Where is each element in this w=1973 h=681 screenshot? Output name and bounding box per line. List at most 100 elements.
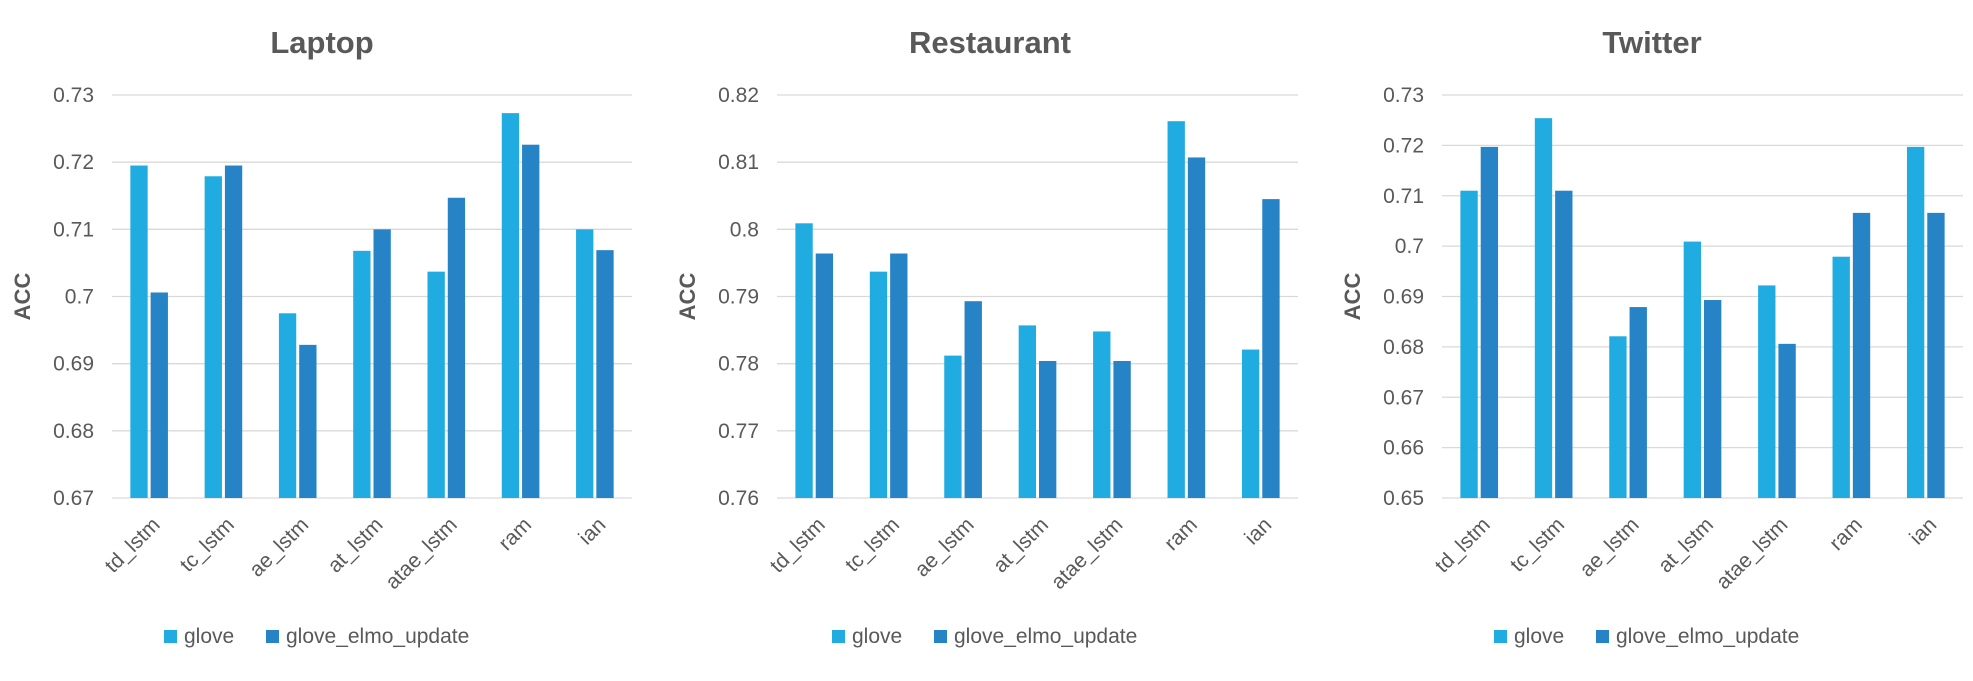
bar-glove-ae_lstm: [944, 355, 962, 498]
y-tick-label: 0.69: [53, 353, 94, 376]
y-axis-label: ACC: [10, 273, 35, 321]
y-tick-label: 0.79: [718, 286, 759, 309]
x-tick-label: at_lstm: [1654, 513, 1718, 577]
y-tick-label: 0.76: [718, 487, 759, 510]
x-tick-label: ian: [1905, 513, 1941, 549]
bar-glove-atae_lstm: [427, 271, 445, 498]
x-tick-label: ram: [494, 513, 536, 555]
bar-glove-atae_lstm: [1758, 285, 1776, 498]
bar-glove-ram: [1167, 121, 1185, 498]
x-tick-label: atae_lstm: [381, 513, 462, 594]
y-tick-label: 0.72: [53, 151, 94, 174]
bar-glove-atae_lstm: [1093, 331, 1111, 498]
x-tick-label: at_lstm: [323, 513, 387, 577]
y-tick-label: 0.81: [718, 151, 759, 174]
y-tick-label: 0.82: [718, 84, 759, 107]
y-tick-label: 0.65: [1383, 487, 1424, 510]
x-tick-label: ram: [1825, 513, 1867, 555]
bar-glove-ram: [501, 113, 520, 498]
y-axis-label: ACC: [1340, 273, 1365, 321]
chart-title: Restaurant: [909, 25, 1071, 60]
chart-panel-laptop: Laptop ACC 0.67 0.68 0.69 0.7 0.71 0.72 0.73 td_l…: [10, 25, 632, 648]
legend-swatch-glove_elmo_update: [934, 630, 947, 643]
legend-label: glove_elmo_update: [954, 625, 1137, 648]
bar-glove_elmo_update-ram: [522, 144, 540, 498]
bar-glove_elmo_update-ae_lstm: [964, 301, 982, 498]
legend-swatch-glove: [832, 630, 845, 643]
legend-label: glove: [852, 625, 902, 648]
legend-swatch-glove_elmo_update: [1596, 630, 1609, 643]
x-tick-label: ae_lstm: [1575, 513, 1643, 581]
legend-label: glove_elmo_update: [286, 625, 469, 648]
bar-glove-at_lstm: [353, 250, 371, 498]
legend-swatch-glove_elmo_update: [266, 630, 279, 643]
chart-title: Twitter: [1602, 25, 1701, 60]
legend: glove glove_elmo_update: [1494, 625, 1799, 648]
x-tick-label: td_lstm: [1431, 513, 1495, 577]
bar-glove-ian: [1906, 146, 1925, 499]
bar-glove_elmo_update-at_lstm: [373, 229, 391, 499]
y-tick-label: 0.68: [53, 420, 94, 443]
chart-panel-restaurant: Restaurant ACC 0.76 0.77 0.78 0.79 0.8 0.81 0.82…: [675, 25, 1298, 648]
bar-glove-ian: [576, 229, 594, 499]
bar-glove-tc_lstm: [869, 271, 888, 498]
x-tick-label: tc_lstm: [176, 513, 239, 576]
bar-glove-at_lstm: [1683, 241, 1702, 498]
bar-glove_elmo_update-ian: [1262, 199, 1280, 498]
y-tick-label: 0.7: [1395, 235, 1424, 258]
bar-glove-ae_lstm: [278, 313, 297, 498]
chart-title: Laptop: [270, 25, 373, 60]
y-tick-label: 0.67: [1383, 386, 1424, 409]
legend-label: glove_elmo_update: [1616, 625, 1799, 648]
bar-glove-ae_lstm: [1609, 336, 1627, 498]
x-tick-label: at_lstm: [989, 513, 1053, 577]
y-tick-label: 0.71: [1383, 185, 1424, 208]
bar-glove_elmo_update-td_lstm: [150, 292, 168, 498]
legend: glove glove_elmo_update: [832, 625, 1137, 648]
bar-glove_elmo_update-td_lstm: [815, 253, 834, 498]
y-tick-label: 0.73: [1383, 84, 1424, 107]
x-tick-label: td_lstm: [101, 513, 165, 577]
bar-glove_elmo_update-at_lstm: [1038, 360, 1057, 498]
y-tick-label: 0.69: [1383, 286, 1424, 309]
x-tick-label: ae_lstm: [245, 513, 313, 581]
legend-swatch-glove: [1494, 630, 1507, 643]
bar-glove-tc_lstm: [1534, 118, 1553, 499]
y-tick-label: 0.77: [718, 420, 759, 443]
y-tick-label: 0.8: [730, 218, 759, 241]
bar-glove_elmo_update-ae_lstm: [299, 344, 317, 498]
bar-glove-td_lstm: [130, 165, 148, 498]
bar-glove_elmo_update-atae_lstm: [1113, 360, 1131, 498]
chart-panel-twitter: Twitter ACC 0.65 0.66 0.67 0.68 0.69 0.7 0.71 0.7…: [1340, 25, 1963, 648]
x-tick-label: tc_lstm: [841, 513, 904, 576]
legend: glove glove_elmo_update: [164, 625, 469, 648]
bar-glove_elmo_update-ram: [1187, 157, 1206, 498]
bar-glove_elmo_update-tc_lstm: [1555, 190, 1573, 498]
bar-glove_elmo_update-tc_lstm: [224, 165, 243, 498]
y-tick-label: 0.68: [1383, 336, 1424, 359]
bar-glove_elmo_update-at_lstm: [1703, 300, 1722, 498]
y-tick-label: 0.78: [718, 353, 759, 376]
x-tick-label: ian: [574, 513, 610, 549]
bar-glove_elmo_update-tc_lstm: [890, 253, 908, 498]
x-tick-label: td_lstm: [766, 513, 830, 577]
bar-glove_elmo_update-ian: [596, 250, 614, 498]
bar-glove-ram: [1832, 256, 1850, 498]
y-tick-label: 0.67: [53, 487, 94, 510]
y-tick-label: 0.71: [53, 218, 94, 241]
y-tick-label: 0.72: [1383, 134, 1424, 157]
bar-glove_elmo_update-td_lstm: [1480, 146, 1499, 499]
x-tick-label: ae_lstm: [910, 513, 978, 581]
bar-glove-td_lstm: [1460, 190, 1478, 498]
bar-glove_elmo_update-ram: [1852, 212, 1871, 498]
x-tick-label: tc_lstm: [1506, 513, 1569, 576]
bar-glove-ian: [1241, 349, 1260, 498]
bar-glove_elmo_update-ae_lstm: [1629, 307, 1647, 498]
y-axis-label: ACC: [675, 273, 700, 321]
y-tick-label: 0.66: [1383, 437, 1424, 460]
x-tick-label: atae_lstm: [1712, 513, 1793, 594]
legend-label: glove: [1514, 625, 1564, 648]
x-tick-label: ram: [1160, 513, 1202, 555]
